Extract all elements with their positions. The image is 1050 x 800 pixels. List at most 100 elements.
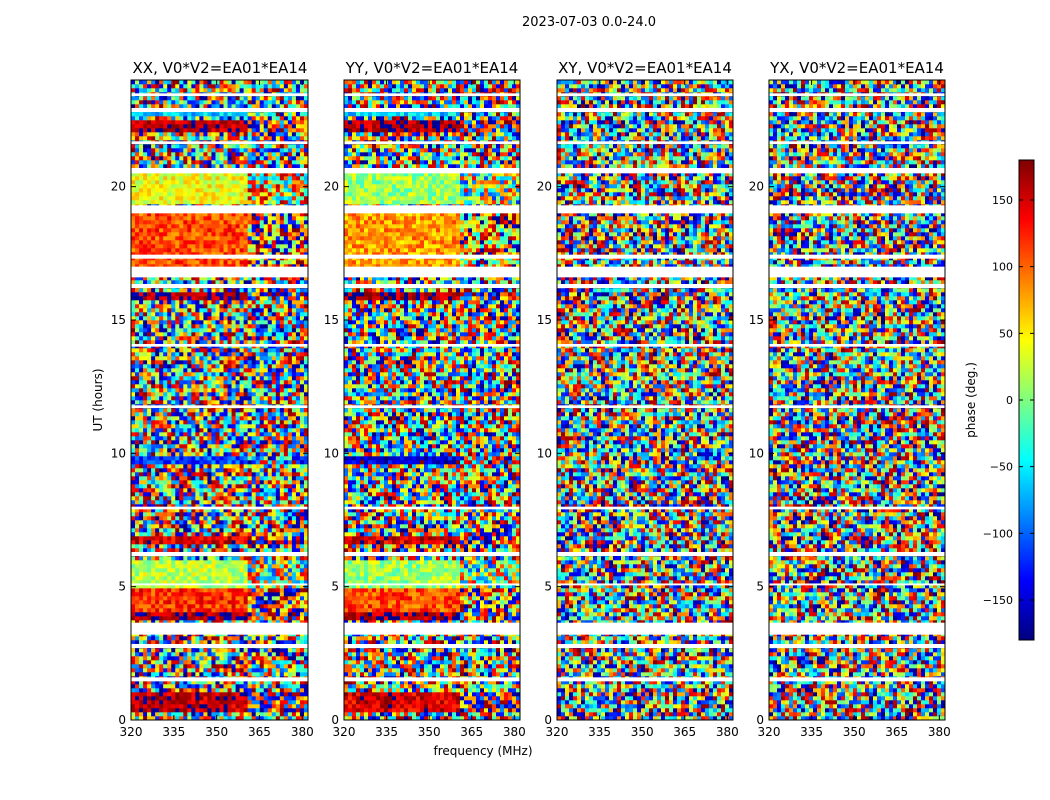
heatmap-cell xyxy=(300,364,304,368)
heatmap-cell xyxy=(240,564,244,568)
heatmap-cell xyxy=(224,464,228,468)
heatmap-cell xyxy=(248,564,252,568)
heatmap-cell xyxy=(199,688,203,692)
heatmap-cell xyxy=(244,448,248,452)
heatmap-cell xyxy=(240,600,244,604)
heatmap-cell xyxy=(147,520,151,524)
heatmap-cell xyxy=(207,516,211,520)
heatmap-cell xyxy=(220,368,224,372)
heatmap-cell xyxy=(288,540,292,544)
heatmap-cell xyxy=(220,616,224,620)
heatmap-cell xyxy=(155,484,159,488)
heatmap-cell xyxy=(256,616,260,620)
heatmap-cell xyxy=(191,468,195,472)
heatmap-cell xyxy=(276,524,280,528)
heatmap-cell xyxy=(183,664,187,668)
heatmap-cell xyxy=(260,412,264,416)
heatmap-cell xyxy=(187,648,191,652)
heatmap-cell xyxy=(236,528,240,532)
heatmap-cell xyxy=(199,496,203,500)
heatmap-cell xyxy=(143,600,147,604)
heatmap-cell xyxy=(228,560,232,564)
heatmap-cell xyxy=(191,380,195,384)
heatmap-cell xyxy=(240,592,244,596)
heatmap-cell xyxy=(220,588,224,592)
heatmap-cell xyxy=(155,488,159,492)
heatmap-cell xyxy=(260,492,264,496)
heatmap-cell xyxy=(167,532,171,536)
heatmap-cell xyxy=(228,696,232,700)
heatmap-cell xyxy=(135,668,139,672)
heatmap-cell xyxy=(143,568,147,572)
heatmap-cell xyxy=(268,420,272,424)
heatmap-cell xyxy=(224,500,228,504)
heatmap-cell xyxy=(179,396,183,400)
heatmap-cell xyxy=(292,564,296,568)
heatmap-cell xyxy=(280,476,284,480)
heatmap-cell xyxy=(163,704,167,708)
heatmap-cell xyxy=(159,656,163,660)
heatmap-cell xyxy=(248,432,252,436)
heatmap-cell xyxy=(276,416,280,420)
heatmap-cell xyxy=(203,384,207,388)
heatmap-cell xyxy=(191,608,195,612)
heatmap-cell xyxy=(220,612,224,616)
heatmap-cell xyxy=(256,660,260,664)
heatmap-cell xyxy=(236,416,240,420)
heatmap-cell xyxy=(300,380,304,384)
heatmap-cell xyxy=(232,468,236,472)
heatmap-cell xyxy=(288,516,292,520)
heatmap-cell xyxy=(236,636,240,640)
heatmap-cell xyxy=(183,636,187,640)
heatmap-cell xyxy=(236,684,240,688)
heatmap-cell xyxy=(272,460,276,464)
heatmap-cell xyxy=(159,544,163,548)
heatmap-cell xyxy=(272,560,276,564)
heatmap-cell xyxy=(155,712,159,716)
heatmap-cell xyxy=(256,464,260,468)
heatmap-cell xyxy=(215,604,219,608)
heatmap-cell xyxy=(195,556,199,560)
heatmap-cell xyxy=(236,692,240,696)
heatmap-cell xyxy=(167,472,171,476)
heatmap-cell xyxy=(191,408,195,412)
heatmap-cell xyxy=(131,416,135,420)
heatmap-cell xyxy=(292,496,296,500)
heatmap-cell xyxy=(268,440,272,444)
heatmap-cell xyxy=(276,492,280,496)
heatmap-cell xyxy=(207,452,211,456)
heatmap-cell xyxy=(252,440,256,444)
heatmap-cell xyxy=(143,672,147,676)
heatmap-cell xyxy=(203,464,207,468)
heatmap-cell xyxy=(256,672,260,676)
heatmap-cell xyxy=(151,640,155,644)
heatmap-cell xyxy=(199,472,203,476)
heatmap-cell xyxy=(203,448,207,452)
heatmap-cell xyxy=(199,652,203,656)
heatmap-cell xyxy=(300,636,304,640)
heatmap-cell xyxy=(183,604,187,608)
heatmap-cell xyxy=(163,648,167,652)
heatmap-cell xyxy=(207,396,211,400)
heatmap-cell xyxy=(179,572,183,576)
heatmap-cell xyxy=(171,704,175,708)
heatmap-cell xyxy=(264,572,268,576)
heatmap-cell xyxy=(224,380,228,384)
heatmap-cell xyxy=(207,536,211,540)
heatmap-cell xyxy=(296,704,300,708)
heatmap-cell xyxy=(215,480,219,484)
heatmap-cell xyxy=(159,652,163,656)
heatmap-cell xyxy=(139,664,143,668)
heatmap-cell xyxy=(199,440,203,444)
heatmap-cell xyxy=(248,420,252,424)
heatmap-cell xyxy=(296,596,300,600)
heatmap-cell xyxy=(155,600,159,604)
heatmap-cell xyxy=(284,368,288,372)
heatmap-cell xyxy=(151,500,155,504)
heatmap-cell xyxy=(143,400,147,404)
heatmap-cell xyxy=(236,460,240,464)
heatmap-cell xyxy=(151,480,155,484)
heatmap-cell xyxy=(191,364,195,368)
heatmap-cell xyxy=(220,688,224,692)
heatmap-cell xyxy=(264,436,268,440)
